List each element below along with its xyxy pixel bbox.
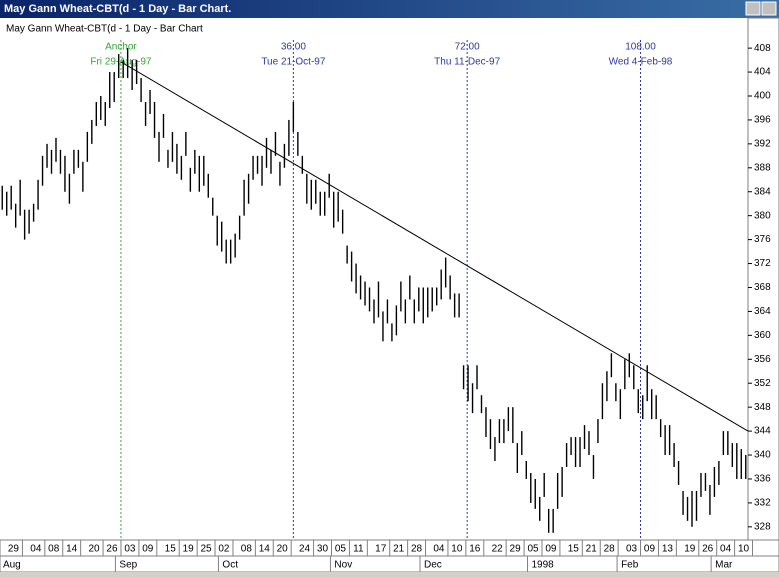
y-tick-label: 336 xyxy=(754,474,771,485)
x-tick-label: 19 xyxy=(684,544,696,555)
x-tick-label: 21 xyxy=(393,544,405,555)
trend-line xyxy=(120,61,749,432)
x-tick-label: 08 xyxy=(48,544,60,555)
y-tick-label: 328 xyxy=(754,521,771,532)
marker-label: Anchor xyxy=(105,42,137,53)
x-tick-label: 26 xyxy=(702,544,714,555)
x-tick-label: 09 xyxy=(644,544,656,555)
x-tick-label: 30 xyxy=(317,544,329,555)
y-axis-panel xyxy=(747,17,779,541)
month-label: 1998 xyxy=(531,560,554,571)
month-label: Dec xyxy=(424,560,442,571)
y-tick-label: 348 xyxy=(754,402,771,413)
x-tick-label: 05 xyxy=(527,544,539,555)
marker-label: 72.00 xyxy=(455,42,480,53)
x-tick-label: 24 xyxy=(299,544,311,555)
x-tick-label: 26 xyxy=(106,544,118,555)
marker-label: 108.00 xyxy=(625,42,656,53)
y-tick-label: 384 xyxy=(754,186,771,197)
x-tick-label: 03 xyxy=(124,544,136,555)
month-label: Oct xyxy=(222,560,238,571)
y-tick-label: 368 xyxy=(754,282,771,293)
x-tick-label: 19 xyxy=(183,544,195,555)
x-tick-label: 29 xyxy=(8,544,20,555)
x-tick-label: 20 xyxy=(277,544,289,555)
window-title: May Gann Wheat-CBT(d - 1 Day - Bar Chart… xyxy=(4,3,231,15)
chart-title: May Gann Wheat-CBT(d - 1 Day - Bar Chart xyxy=(6,24,203,35)
y-tick-label: 372 xyxy=(754,258,771,269)
marker-label: Tue 21-Oct-97 xyxy=(261,57,326,68)
x-tick-label: 25 xyxy=(200,544,212,555)
month-label: Sep xyxy=(119,560,137,571)
month-label: Feb xyxy=(621,560,639,571)
month-label: Mar xyxy=(715,560,733,571)
x-tick-label: 09 xyxy=(142,544,154,555)
x-tick-label: 04 xyxy=(30,544,42,555)
x-tick-label: 08 xyxy=(241,544,253,555)
x-tick-label: 28 xyxy=(604,544,616,555)
y-tick-label: 376 xyxy=(754,234,771,245)
marker-label: 36.00 xyxy=(281,42,306,53)
x-tick-label: 15 xyxy=(165,544,177,555)
close-button[interactable] xyxy=(761,1,777,16)
x-tick-label: 09 xyxy=(545,544,557,555)
x-tick-label: 04 xyxy=(433,544,445,555)
y-tick-label: 360 xyxy=(754,330,771,341)
x-tick-label: 14 xyxy=(66,544,78,555)
x-tick-label: 29 xyxy=(510,544,522,555)
y-tick-label: 352 xyxy=(754,378,771,389)
plot-area xyxy=(0,18,748,540)
y-tick-label: 364 xyxy=(754,306,771,317)
x-tick-label: 21 xyxy=(586,544,598,555)
y-tick-label: 408 xyxy=(754,43,771,54)
x-tick-label: 22 xyxy=(492,544,504,555)
marker-label: Wed 4-Feb-98 xyxy=(609,57,673,68)
x-tick-label: 02 xyxy=(218,544,230,555)
y-tick-label: 388 xyxy=(754,162,771,173)
x-tick-label: 16 xyxy=(469,544,481,555)
scrollbar[interactable] xyxy=(0,572,779,578)
x-tick-label: 13 xyxy=(662,544,674,555)
y-tick-label: 400 xyxy=(754,91,771,102)
x-tick-label: 04 xyxy=(720,544,732,555)
y-tick-label: 404 xyxy=(754,67,771,78)
x-tick-label: 10 xyxy=(738,544,750,555)
month-label: Aug xyxy=(3,560,21,571)
x-tick-label: 14 xyxy=(259,544,271,555)
x-tick-label: 05 xyxy=(335,544,347,555)
x-tick-label: 15 xyxy=(568,544,580,555)
x-tick-label: 11 xyxy=(353,544,364,555)
month-label: Nov xyxy=(334,560,352,571)
maximize-button[interactable] xyxy=(745,1,761,16)
y-tick-label: 392 xyxy=(754,139,771,150)
title-bar xyxy=(0,0,779,18)
y-tick-label: 356 xyxy=(754,354,771,365)
y-tick-label: 332 xyxy=(754,498,771,509)
x-tick-label: 28 xyxy=(411,544,423,555)
marker-label: Thu 11-Dec-97 xyxy=(434,57,500,68)
y-tick-label: 396 xyxy=(754,115,771,126)
y-tick-label: 380 xyxy=(754,210,771,221)
x-tick-label: 20 xyxy=(88,544,100,555)
x-tick-label: 03 xyxy=(626,544,638,555)
x-tick-label: 10 xyxy=(451,544,463,555)
y-tick-label: 344 xyxy=(754,426,771,437)
y-tick-label: 340 xyxy=(754,450,771,461)
x-tick-label: 17 xyxy=(375,544,387,555)
